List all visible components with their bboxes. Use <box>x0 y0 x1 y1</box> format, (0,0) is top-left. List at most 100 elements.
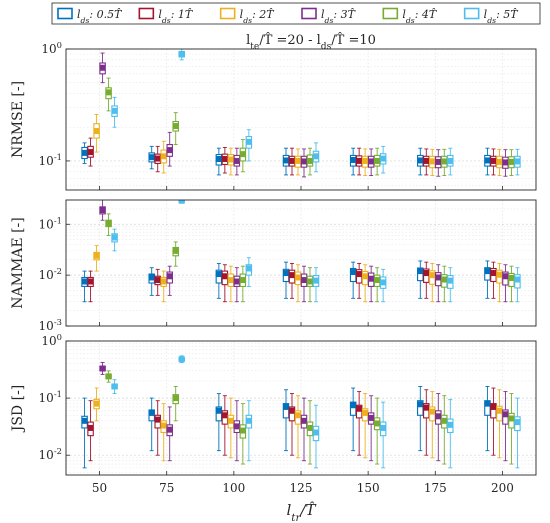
median-marker <box>508 158 515 165</box>
median-marker <box>93 400 100 407</box>
median-marker <box>490 157 497 164</box>
median-marker <box>245 138 252 145</box>
median-marker <box>239 427 246 434</box>
median-marker <box>87 278 94 285</box>
median-marker <box>172 123 179 130</box>
legend-swatch <box>57 7 73 20</box>
median-marker <box>484 157 491 164</box>
median-marker <box>313 153 319 160</box>
y-tick-label: 10-2 <box>39 266 62 282</box>
median-marker <box>289 157 295 164</box>
median-marker <box>502 273 509 280</box>
median-marker <box>429 408 436 415</box>
median-marker <box>154 277 161 284</box>
median-marker <box>221 156 228 163</box>
x-tick-label: 175 <box>424 481 447 495</box>
median-marker <box>301 158 307 165</box>
box <box>490 403 497 419</box>
median-marker <box>289 272 295 279</box>
median-marker <box>429 158 436 165</box>
axes-frame <box>65 199 537 327</box>
legend-entry: lds: 2T̂ <box>240 8 276 25</box>
median-marker <box>417 268 424 275</box>
legend-entry: lds: 1T̂ <box>158 8 194 25</box>
median-marker <box>514 276 521 283</box>
x-tick-label: 75 <box>159 481 174 495</box>
median-marker <box>283 157 289 164</box>
median-marker <box>423 157 430 164</box>
median-marker <box>502 159 509 166</box>
median-marker <box>514 419 521 426</box>
median-marker <box>178 51 185 58</box>
median-marker <box>283 270 289 277</box>
x-tick-label: 125 <box>290 481 313 495</box>
median-marker <box>233 278 240 285</box>
median-marker <box>178 200 185 204</box>
y-tick-label: 10-3 <box>39 317 62 333</box>
median-marker <box>301 417 307 424</box>
x-tick-label: 100 <box>222 481 245 495</box>
median-marker <box>283 403 289 410</box>
axes-frame <box>65 340 537 476</box>
x-tick-labels: 50 75 100 125 150 175 200 <box>92 481 514 495</box>
legend-swatch <box>382 7 399 20</box>
median-marker <box>423 270 430 277</box>
y-axis-label: NRMSE [-] <box>10 81 26 158</box>
median-marker <box>435 158 442 165</box>
median-marker <box>221 273 228 280</box>
y-tick-label: 10-1 <box>39 215 62 231</box>
median-marker <box>350 402 357 409</box>
median-marker <box>215 407 222 414</box>
median-marker <box>435 413 442 420</box>
median-marker <box>81 278 88 285</box>
median-marker <box>429 272 436 279</box>
median-marker <box>166 273 173 280</box>
median-marker <box>148 409 155 416</box>
box <box>423 403 430 419</box>
median-marker <box>441 276 448 283</box>
panel-2: 10-1 10-2 10-3 NAMMAE [-] <box>10 199 537 333</box>
median-marker <box>441 158 448 165</box>
median-marker <box>239 151 246 158</box>
y-tick-label: 10-2 <box>39 446 62 462</box>
legend-entry: lds: 3T̂ <box>321 8 357 25</box>
legend-swatch <box>301 7 317 20</box>
median-marker <box>239 277 246 284</box>
median-marker <box>362 157 369 164</box>
median-marker <box>87 424 94 431</box>
y-tick-label: 100 <box>41 40 62 56</box>
median-marker <box>374 420 381 427</box>
median-marker <box>447 157 454 164</box>
box <box>215 406 223 422</box>
median-marker <box>148 274 155 281</box>
legend-swatch <box>138 7 155 20</box>
median-marker <box>313 429 319 436</box>
legend-frame <box>51 2 541 25</box>
median-marker <box>484 268 491 275</box>
median-marker <box>245 417 252 424</box>
median-marker <box>496 407 503 414</box>
panel-1: 100 10-1 NRMSE [-] <box>10 40 537 191</box>
median-marker <box>105 89 112 96</box>
median-marker <box>215 156 222 163</box>
median-marker <box>160 153 167 160</box>
median-marker <box>417 157 424 164</box>
median-marker <box>105 373 112 380</box>
median-marker <box>295 157 301 164</box>
median-marker <box>166 147 173 154</box>
y-axis-label: NAMMAE [-] <box>10 217 26 308</box>
median-marker <box>368 275 375 282</box>
legend-entry: lds: 0.5T̂ <box>77 8 123 25</box>
median-marker <box>508 274 515 281</box>
median-marker <box>289 407 295 414</box>
median-marker <box>227 277 234 284</box>
median-marker <box>111 107 118 114</box>
median-marker <box>307 157 313 164</box>
x-tick-label: 200 <box>491 481 514 495</box>
median-marker <box>93 128 100 135</box>
median-marker <box>245 265 252 272</box>
median-marker <box>307 278 313 285</box>
median-marker <box>111 234 118 241</box>
median-marker <box>87 149 94 156</box>
